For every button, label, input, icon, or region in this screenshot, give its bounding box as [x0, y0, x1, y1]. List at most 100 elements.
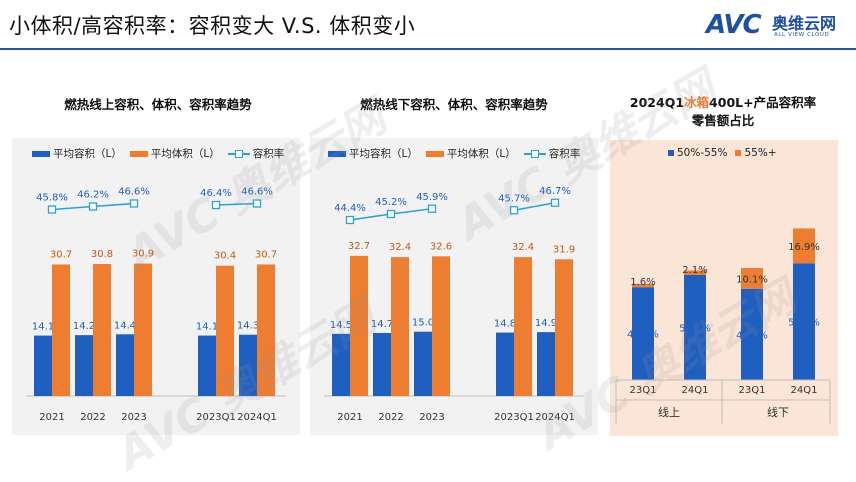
data-label-size: 31.9	[553, 244, 575, 255]
title-divider	[0, 48, 856, 50]
page-title: 小体积/高容积率：容积变大 V.S. 体积变小	[9, 14, 416, 38]
data-label-size: 30.8	[91, 249, 113, 260]
data-label-50-55: 44.2%	[736, 330, 768, 341]
data-label-ratio: 44.4%	[334, 203, 366, 214]
data-label-size: 32.4	[389, 242, 411, 253]
chart3-title: 2024Q1冰箱400L+产品容积率 零售额占比	[610, 94, 836, 130]
data-label-size: 32.6	[430, 241, 452, 252]
data-label-volume: 14.8	[494, 319, 516, 330]
logo-english-name: ALL VIEW CLOUD	[774, 32, 830, 38]
x-tick-label: 2021	[337, 412, 362, 423]
x-tick-label: 23Q1	[630, 385, 657, 396]
x-tick-label: 24Q1	[791, 385, 818, 396]
bar-average-volume	[496, 332, 514, 396]
chart1-title: 燃热线上容积、体积、容积率趋势	[64, 97, 252, 112]
ratio-point	[345, 215, 355, 225]
ratio-point	[550, 198, 560, 207]
x-tick-label: 2024Q1	[535, 412, 575, 423]
x-tick-label: 2023Q1	[494, 412, 534, 423]
chart1-svg: 14.1 30.7 2021 14.2 30.8 2022 14.4 30.9 2023 14.1…	[26, 187, 286, 423]
data-label-size: 30.7	[255, 249, 277, 260]
chart3-title-highlight: 冰箱	[684, 95, 710, 110]
chart3-legend: 50%-55% 55%+	[668, 147, 785, 159]
legend-item-size: 平均体积（L）	[129, 146, 220, 161]
ratio-line-segment	[215, 202, 258, 206]
legend-swatch-orange	[425, 150, 444, 157]
bar-average-size	[134, 263, 152, 396]
data-label-55plus: 2.1%	[682, 265, 707, 276]
x-tick-label: 2022	[378, 412, 403, 423]
legend-label: 平均容积（L）	[53, 148, 122, 160]
data-label-55plus: 16.9%	[788, 242, 820, 253]
legend-line-marker	[523, 149, 546, 159]
legend-swatch-blue	[32, 150, 50, 157]
data-label-ratio: 46.7%	[539, 186, 571, 197]
data-label-volume: 14.1	[196, 322, 218, 333]
chart3-title-line2: 零售额占比	[691, 113, 755, 128]
legend-swatch-blue	[328, 150, 346, 157]
bar-segment-55plus	[684, 270, 706, 275]
data-label-size: 32.7	[348, 241, 370, 252]
x-tick-label: 2021	[39, 412, 64, 423]
x-tick-label: 23Q1	[739, 385, 766, 396]
bar-average-volume	[332, 333, 350, 396]
legend-label: 50%-55%	[677, 147, 728, 159]
x-tick-label: 2023	[121, 412, 146, 423]
chart3-title-rest: 400L+产品容积率	[709, 95, 817, 110]
data-label-volume: 14.9	[535, 318, 557, 329]
data-label-volume: 14.5	[330, 320, 352, 331]
bar-average-size	[93, 264, 111, 396]
data-label-ratio: 45.2%	[375, 197, 407, 208]
legend-item-size: 平均体积（L）	[425, 146, 516, 161]
legend-label: 平均体积（L）	[150, 148, 220, 160]
bar-average-volume	[414, 331, 432, 396]
legend-label: 平均体积（L）	[446, 148, 516, 160]
bar-segment-50-55	[741, 288, 763, 380]
chart1-legend: 平均容积（L） 平均体积（L） 容积率	[32, 146, 292, 161]
chart2-title: 燃热线下容积、体积、容积率趋势	[360, 97, 548, 112]
legend-item-volume: 平均容积（L）	[32, 146, 122, 161]
logo-chinese-name: 奥维云网	[772, 14, 837, 33]
data-label-ratio: 45.8%	[36, 193, 68, 204]
data-label-size: 30.9	[132, 249, 154, 260]
data-label-50-55: 45.0%	[627, 330, 659, 341]
bar-average-size	[52, 264, 70, 396]
bar-segment-50-55	[793, 263, 815, 380]
data-label-volume: 14.4	[114, 320, 136, 331]
data-label-volume: 14.3	[237, 321, 259, 332]
data-label-50-55: 51.0%	[679, 323, 711, 334]
x-group-label: 线下	[767, 405, 789, 419]
data-label-ratio: 46.2%	[77, 190, 109, 201]
legend-line-marker	[227, 149, 250, 159]
ratio-point	[211, 200, 221, 210]
legend-item-50-55: 50%-55%	[668, 147, 727, 159]
ratio-point	[47, 205, 57, 214]
legend-label: 55%+	[744, 147, 777, 159]
bar-average-size	[216, 265, 234, 396]
bar-segment-55plus	[793, 228, 815, 264]
ratio-point	[427, 204, 437, 213]
bar-average-size	[391, 257, 409, 396]
bar-average-volume	[75, 335, 93, 396]
x-group-label: 线上	[658, 405, 680, 419]
data-label-55plus: 10.1%	[736, 274, 768, 285]
legend-item-volume: 平均容积（L）	[328, 146, 418, 161]
ratio-point	[509, 206, 519, 215]
chart2-svg: 14.5 32.7 2021 14.7 32.4 2022 15.0 32.6 2023 14.8…	[324, 186, 584, 423]
x-tick-label: 2024Q1	[237, 412, 277, 423]
bar-average-size	[514, 257, 532, 396]
ratio-line-segment	[513, 201, 556, 211]
logo-mark: AVC	[706, 10, 762, 40]
data-label-volume: 14.1	[32, 322, 54, 333]
bar-average-volume	[34, 335, 52, 396]
data-label-volume: 15.0	[412, 318, 434, 329]
bar-segment-50-55	[684, 274, 706, 380]
data-label-ratio: 45.7%	[498, 193, 530, 204]
bar-average-size	[555, 259, 573, 396]
legend-label: 平均容积（L）	[349, 148, 418, 160]
data-label-ratio: 46.6%	[241, 187, 273, 198]
bar-average-size	[432, 256, 450, 396]
data-label-55plus: 1.6%	[630, 277, 655, 288]
chart2-legend: 平均容积（L） 平均体积（L） 容积率	[328, 146, 588, 161]
data-label-ratio: 45.9%	[416, 192, 448, 203]
